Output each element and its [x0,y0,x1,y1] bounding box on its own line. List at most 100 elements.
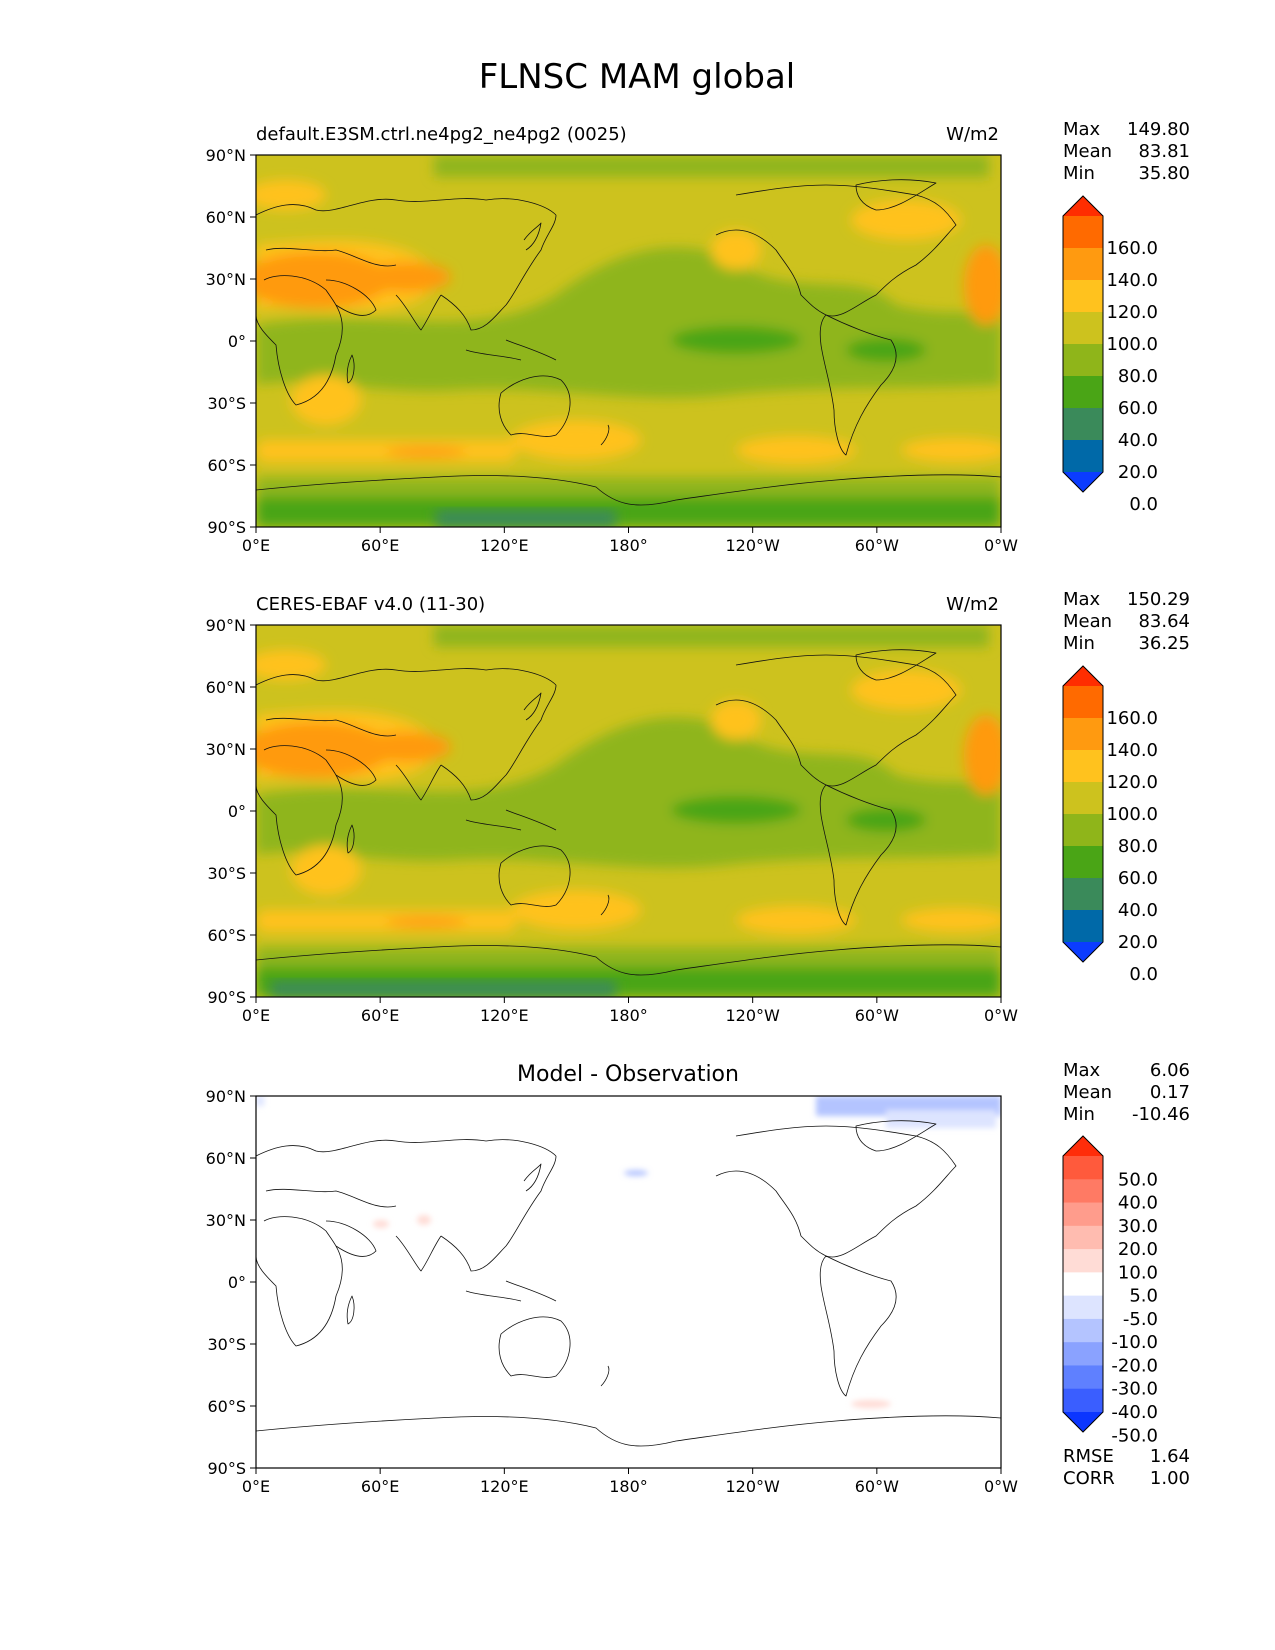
colorbar: 50.0 40.030.020.010.0 5.0-5.0-10.0-20.0 -30… [1062,1135,1158,1446]
colorbar-label: 20.0 [1118,932,1158,953]
lat-tick-label: 90°S [207,988,246,1007]
colorbar-segment [1063,750,1103,783]
colorbar: 160.0 140.0 120.0 100.0 80.0 60.0 40.0 20.0 0.0 [1062,195,1158,515]
lon-tick-label: 180° [609,1006,648,1025]
colorbar-segment [1063,1179,1103,1204]
colorbar-segment [1063,1388,1103,1413]
lat-tick-label: 90°N [206,1087,246,1106]
lon-tick-label: 0°E [242,536,270,555]
lon-tick-label: 0°W [984,1477,1018,1496]
lat-ticks: 90°N 60°N 30°N 0° 30°S 60°S 90°S [206,146,256,537]
lon-tick-label: 120°E [480,536,529,555]
colorbar-segment [1063,1202,1103,1227]
stat-max-label: Max [1063,589,1101,610]
figure-title: FLNSC MAM global [479,57,796,97]
colorbar-label: 20.0 [1118,462,1158,483]
colorbar-segment [1063,312,1103,345]
lon-tick-label: 60°E [361,1477,399,1496]
colorbar-outline [1062,1135,1104,1433]
panel-left-title: CERES-EBAF v4.0 (11-30) [256,594,485,615]
colorbar-segment [1063,686,1103,719]
lon-tick-label: 120°W [725,536,780,555]
colorbar-segment [1063,878,1103,911]
lat-tick-label: 30°N [206,1211,246,1230]
lat-tick-label: 60°N [206,678,246,697]
lat-tick-label: 0° [228,802,246,821]
panel-left-title: default.E3SM.ctrl.ne4pg2_ne4pg2 (0025) [256,124,627,145]
stat-min-label: Min [1063,163,1095,184]
lon-tick-label: 0°E [242,1006,270,1025]
colorbar-label: 100.0 [1106,334,1158,355]
stat-mean-value: 0.17 [1150,1082,1190,1103]
lon-tick-label: 0°W [984,536,1018,555]
lon-tick-label: 120°E [480,1006,529,1025]
extra-stats: RMSE 1.64 CORR 1.00 [1063,1446,1190,1489]
lon-tick-label: 60°W [855,536,899,555]
colorbar-label: 160.0 [1106,708,1158,729]
lat-tick-label: 90°N [206,146,246,165]
lat-tick-label: 60°N [206,1149,246,1168]
lon-tick-label: 180° [609,536,648,555]
panel-units: W/m2 [946,124,999,145]
colorbar-segment [1063,376,1103,409]
lat-tick-label: 90°S [207,518,246,537]
colorbar-segment [1063,344,1103,377]
colorbar-segment [1063,782,1103,815]
colorbar-outline [1062,195,1104,493]
colorbar-label: 140.0 [1106,270,1158,291]
stat-min-label: Min [1063,633,1095,654]
colorbar-segment [1063,718,1103,751]
stat-mean-label: Mean [1063,141,1112,162]
colorbar-segment [1063,1272,1103,1297]
colorbar-segment [1063,1318,1103,1343]
lat-tick-label: 90°S [207,1459,246,1478]
lon-tick-label: 60°W [855,1006,899,1025]
colorbar-label: -5.0 [1123,1309,1158,1330]
lon-ticks: 0°E 60°E 120°E 180° 120°W 60°W 0°W [242,997,1018,1025]
colorbar-segment [1063,1249,1103,1273]
panel-observation: CERES-EBAF v4.0 (11-30) W/m2 90°N 60°N 30°… [206,589,1190,1025]
colorbar-label: 120.0 [1106,302,1158,323]
stat-max-label: Max [1063,1060,1101,1081]
stats-block: Max 149.80 Mean 83.81 Min 35.80 [1063,119,1190,184]
lon-tick-label: 60°E [361,536,399,555]
colorbar-label: 100.0 [1106,804,1158,825]
colorbar-label: -40.0 [1111,1402,1158,1423]
colorbar-extend-bottom [1063,1412,1103,1432]
stat-rmse-label: RMSE [1063,1446,1114,1467]
colorbar-segment [1063,1365,1103,1390]
lat-tick-label: 30°S [207,864,246,883]
panel-difference: Model - Observation 90°N 60°N 30°N 0° 30°S 60… [206,1060,1190,1496]
colorbar-segment [1063,280,1103,313]
stat-min-value: -10.46 [1132,1104,1190,1125]
lon-tick-label: 60°E [361,1006,399,1025]
colorbar-label: 10.0 [1118,1262,1158,1283]
lat-tick-label: 30°S [207,394,246,413]
lat-tick-label: 30°N [206,270,246,289]
lat-ticks: 90°N 60°N 30°N 0° 30°S 60°S 90°S [206,1087,256,1478]
map-field [255,1095,1002,1469]
colorbar-label: -50.0 [1111,1425,1158,1446]
panel-center-title: Model - Observation [517,1062,739,1087]
colorbar-label: 50.0 [1118,1169,1158,1190]
lon-tick-label: 120°W [725,1477,780,1496]
colorbar-extend-top [1063,666,1103,686]
stat-min-value: 36.25 [1138,633,1190,654]
colorbar-segment [1063,216,1103,249]
colorbar-label: 0.0 [1129,964,1158,985]
colorbar-segment [1063,1295,1103,1320]
colorbar-segment [1063,1225,1103,1250]
lon-tick-label: 180° [609,1477,648,1496]
colorbar-label: 80.0 [1118,836,1158,857]
colorbar-label: 140.0 [1106,740,1158,761]
colorbar-label: 160.0 [1106,238,1158,259]
colorbar-segment [1063,910,1103,943]
stats-block: Max 6.06 Mean 0.17 Min -10.46 [1063,1060,1190,1125]
lat-tick-label: 60°N [206,208,246,227]
lat-tick-label: 60°S [207,1397,246,1416]
colorbar-segment [1063,814,1103,847]
stat-mean-label: Mean [1063,611,1112,632]
colorbar-extend-top [1063,196,1103,216]
colorbar-extend-bottom [1063,942,1103,962]
